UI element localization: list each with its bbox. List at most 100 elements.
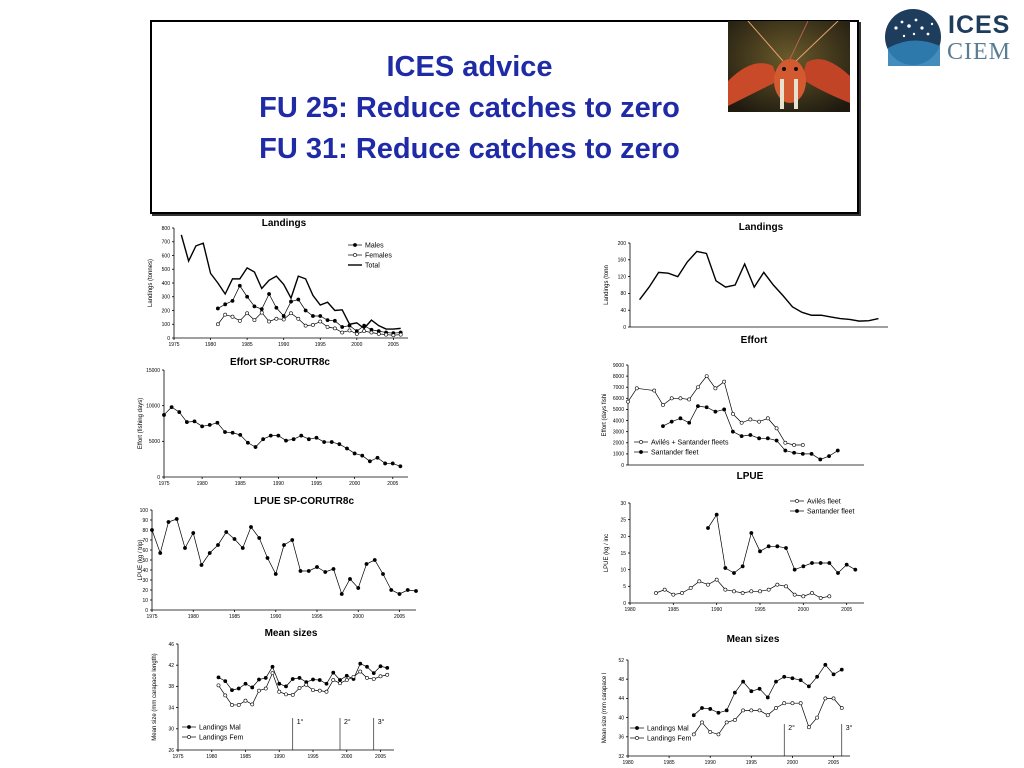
y-tick-label: 15000 — [146, 368, 160, 374]
y-tick-label: 0 — [623, 325, 626, 331]
x-tick-label: 1975 — [146, 614, 157, 620]
data-point — [252, 304, 257, 309]
data-point — [331, 567, 336, 571]
x-tick-label: 2000 — [353, 614, 364, 620]
chart-title: LPUE SP-CORUTR8c — [254, 496, 354, 507]
chart-title: Mean sizes — [265, 628, 318, 639]
data-point — [688, 586, 693, 590]
y-axis-label: Mean size (mm carapace l — [602, 673, 608, 743]
data-point — [358, 669, 363, 674]
period-label: 3° — [846, 724, 853, 732]
data-point — [184, 420, 189, 424]
y-tick-label: 700 — [162, 240, 171, 246]
logo-text-ices: ICES — [948, 11, 1011, 39]
data-point — [162, 413, 166, 417]
data-point — [311, 677, 315, 682]
data-point — [243, 698, 248, 703]
y-tick-label: 9000 — [613, 363, 624, 369]
data-point — [723, 587, 728, 592]
y-tick-label: 40 — [618, 715, 624, 721]
data-point — [730, 429, 735, 434]
data-point — [378, 674, 383, 679]
data-point — [740, 564, 745, 569]
data-point — [299, 433, 304, 438]
data-point — [713, 386, 718, 391]
y-tick-label: 48 — [618, 677, 624, 683]
data-point — [250, 702, 255, 707]
data-point — [700, 720, 704, 725]
data-point — [318, 319, 323, 324]
chart-title: LPUE — [737, 471, 764, 482]
x-tick-label: 1990 — [705, 760, 716, 766]
data-point — [839, 706, 844, 710]
data-point — [815, 674, 820, 679]
data-point — [704, 405, 709, 410]
data-point — [337, 442, 342, 447]
data-point — [801, 594, 806, 599]
legend-swatch-marker — [187, 735, 191, 739]
data-point — [706, 526, 710, 530]
x-tick-label: 1980 — [188, 614, 199, 620]
data-point — [748, 433, 753, 437]
data-point — [347, 328, 352, 333]
x-tick-label: 2000 — [351, 342, 362, 348]
y-tick-label: 10 — [620, 567, 626, 573]
y-tick-label: 6000 — [613, 396, 624, 402]
chart-landings-fu31: Landings Landings (tonn 0 40 80 120 160 200 — [590, 219, 900, 335]
data-point — [818, 561, 823, 565]
legend-entry: Avilés + Santander fleets — [651, 439, 729, 446]
data-point — [259, 310, 264, 315]
y-tick-label: 3000 — [613, 429, 624, 435]
data-point — [150, 528, 154, 532]
data-point — [376, 331, 381, 336]
legend-swatch-marker — [639, 450, 643, 454]
title-line-advice: ICES advice — [386, 51, 553, 83]
y-tick-label: 50 — [142, 558, 148, 564]
data-point — [311, 688, 315, 693]
data-point — [304, 682, 309, 687]
data-point — [661, 424, 665, 429]
data-point — [383, 461, 388, 466]
x-tick-label: 2005 — [394, 614, 405, 620]
data-point — [216, 683, 221, 688]
data-point — [818, 457, 823, 462]
data-point — [680, 591, 684, 595]
data-point — [405, 588, 410, 592]
data-point — [325, 318, 330, 323]
data-point — [274, 316, 279, 321]
x-tick-label: 1980 — [205, 342, 216, 348]
data-point — [331, 670, 336, 675]
y-tick-label: 100 — [140, 508, 149, 514]
data-point — [245, 311, 250, 316]
data-point — [765, 695, 770, 700]
x-tick-label: 1990 — [273, 481, 284, 487]
data-point — [354, 331, 359, 336]
data-point — [798, 701, 803, 706]
data-point — [281, 317, 286, 322]
x-tick-label: 2000 — [349, 481, 360, 487]
data-point — [397, 592, 402, 596]
data-point — [708, 730, 713, 734]
data-point — [207, 551, 212, 555]
data-point — [276, 433, 281, 438]
y-tick-label: 46 — [168, 642, 174, 648]
data-point — [704, 374, 709, 379]
data-point — [371, 671, 376, 676]
data-point — [801, 564, 806, 569]
data-point — [360, 453, 365, 458]
data-point — [215, 322, 220, 327]
ices-globe-icon — [885, 9, 941, 66]
data-point — [252, 318, 257, 323]
data-point — [784, 546, 788, 550]
data-point — [384, 332, 388, 337]
legend-entry: Landings Fem — [647, 735, 692, 742]
data-point — [298, 569, 303, 573]
data-point — [716, 710, 721, 715]
y-tick-label: 0 — [621, 463, 624, 469]
data-point — [158, 551, 163, 555]
data-point — [775, 544, 780, 549]
y-tick-label: 300 — [162, 295, 171, 301]
data-point — [827, 454, 831, 459]
data-point — [351, 674, 356, 679]
data-point — [766, 544, 771, 549]
